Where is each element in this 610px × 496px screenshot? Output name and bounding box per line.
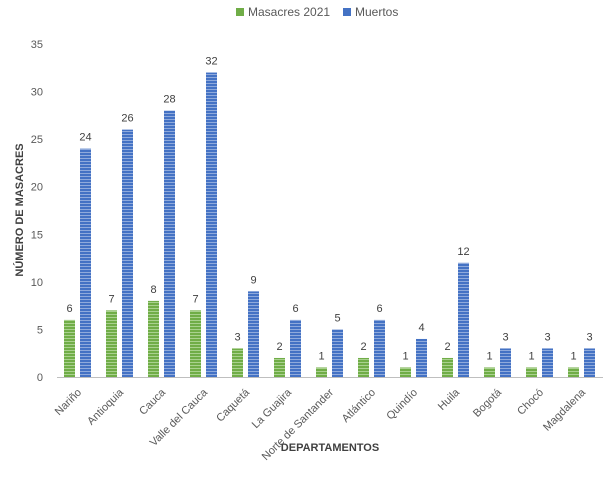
- x-tick-label: Chocó: [515, 387, 546, 418]
- bar: [400, 367, 411, 377]
- data-label: 2: [276, 341, 282, 353]
- x-tick-label: Magdalena: [541, 386, 589, 434]
- data-label: 6: [66, 303, 72, 315]
- bar: [274, 357, 285, 377]
- data-label: 1: [570, 350, 576, 362]
- data-label: 6: [292, 303, 298, 315]
- bar: [584, 348, 595, 377]
- bar: [542, 348, 553, 377]
- x-tick-label: Caquetá: [214, 386, 253, 425]
- bar: [64, 319, 75, 377]
- x-tick-label: Bogotá: [471, 386, 505, 420]
- legend-swatch: [343, 8, 351, 16]
- data-label: 5: [334, 312, 340, 324]
- bar: [526, 367, 537, 377]
- legend-label: Muertos: [355, 5, 398, 19]
- data-label: 2: [360, 341, 366, 353]
- y-tick-label: 25: [31, 134, 43, 146]
- x-tick-label: Antioquia: [85, 386, 127, 428]
- x-tick-label: Huila: [436, 386, 463, 413]
- y-tick-label: 10: [31, 277, 43, 289]
- data-label: 6: [376, 303, 382, 315]
- bar: [374, 319, 385, 377]
- data-label: 32: [205, 56, 217, 68]
- data-label: 28: [163, 94, 175, 106]
- bar: [416, 338, 427, 377]
- x-tick-label: Cauca: [137, 386, 169, 418]
- bar: [442, 357, 453, 377]
- bar: [568, 367, 579, 377]
- bar: [290, 319, 301, 377]
- x-axis-title: DEPARTAMENTOS: [281, 442, 379, 454]
- data-label: 7: [192, 293, 198, 305]
- y-axis: 0 5 10 15 20 25 30 35: [31, 39, 43, 384]
- data-label: 9: [250, 274, 256, 286]
- bar: [484, 367, 495, 377]
- bar: [106, 310, 117, 377]
- data-label: 12: [457, 246, 469, 258]
- data-label: 3: [586, 331, 592, 343]
- bar: [358, 357, 369, 377]
- data-label: 8: [150, 284, 156, 296]
- y-tick-label: 5: [37, 324, 43, 336]
- bar: [80, 148, 91, 377]
- y-axis-title: NÚMERO DE MASACRES: [13, 143, 26, 276]
- data-label: 1: [318, 350, 324, 362]
- y-tick-label: 35: [31, 39, 43, 51]
- legend: Masacres 2021 Muertos: [236, 5, 398, 19]
- data-label: 3: [544, 331, 550, 343]
- x-tick-label: Quindío: [384, 387, 420, 423]
- bar: [164, 110, 175, 377]
- data-label: 26: [121, 113, 133, 125]
- bar: [206, 72, 217, 378]
- data-label: 1: [402, 350, 408, 362]
- bar: [248, 291, 259, 377]
- bar: [332, 329, 343, 377]
- data-label: 4: [418, 322, 424, 334]
- bar: [500, 348, 511, 377]
- x-tick-label: La Guajira: [250, 386, 295, 431]
- y-tick-label: 15: [31, 229, 43, 241]
- bar: [148, 300, 159, 377]
- bar: [190, 310, 201, 377]
- y-tick-label: 20: [31, 182, 43, 194]
- data-label: 3: [502, 331, 508, 343]
- data-label: 24: [79, 132, 91, 144]
- data-label: 1: [528, 350, 534, 362]
- x-tick-label: Atlántico: [340, 387, 378, 425]
- bar: [458, 262, 469, 377]
- y-tick-label: 30: [31, 87, 43, 99]
- bar: [316, 367, 327, 377]
- data-label: 2: [444, 341, 450, 353]
- legend-label: Masacres 2021: [248, 5, 330, 19]
- y-tick-label: 0: [37, 372, 43, 384]
- bar: [122, 129, 133, 377]
- bar: [232, 348, 243, 377]
- data-label: 3: [234, 331, 240, 343]
- legend-swatch: [236, 8, 244, 16]
- x-tick-label: Nariño: [53, 387, 84, 418]
- data-label: 7: [108, 293, 114, 305]
- data-label: 1: [486, 350, 492, 362]
